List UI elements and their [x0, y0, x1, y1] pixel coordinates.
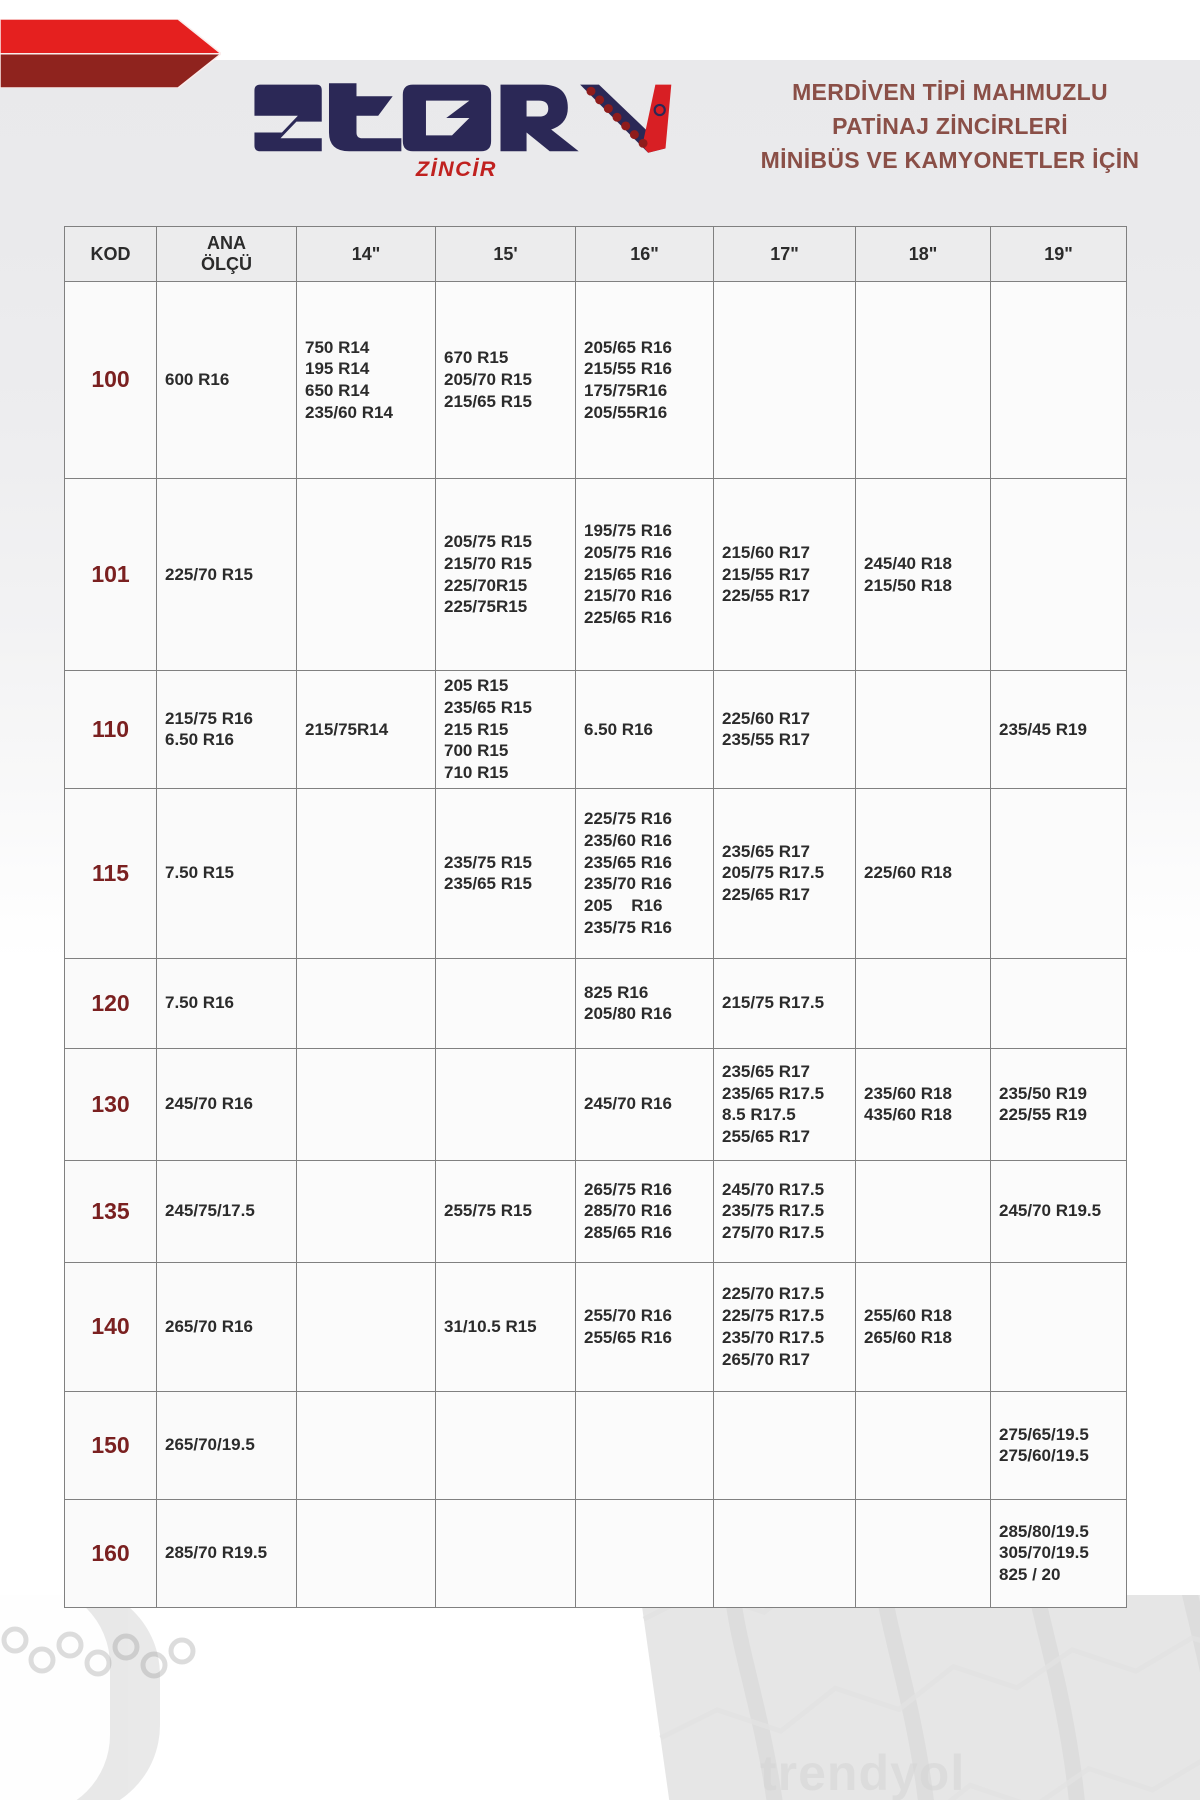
svg-text:trendyol: trendyol	[760, 1745, 965, 1800]
svg-text:ZİNCİR: ZİNCİR	[415, 156, 497, 181]
